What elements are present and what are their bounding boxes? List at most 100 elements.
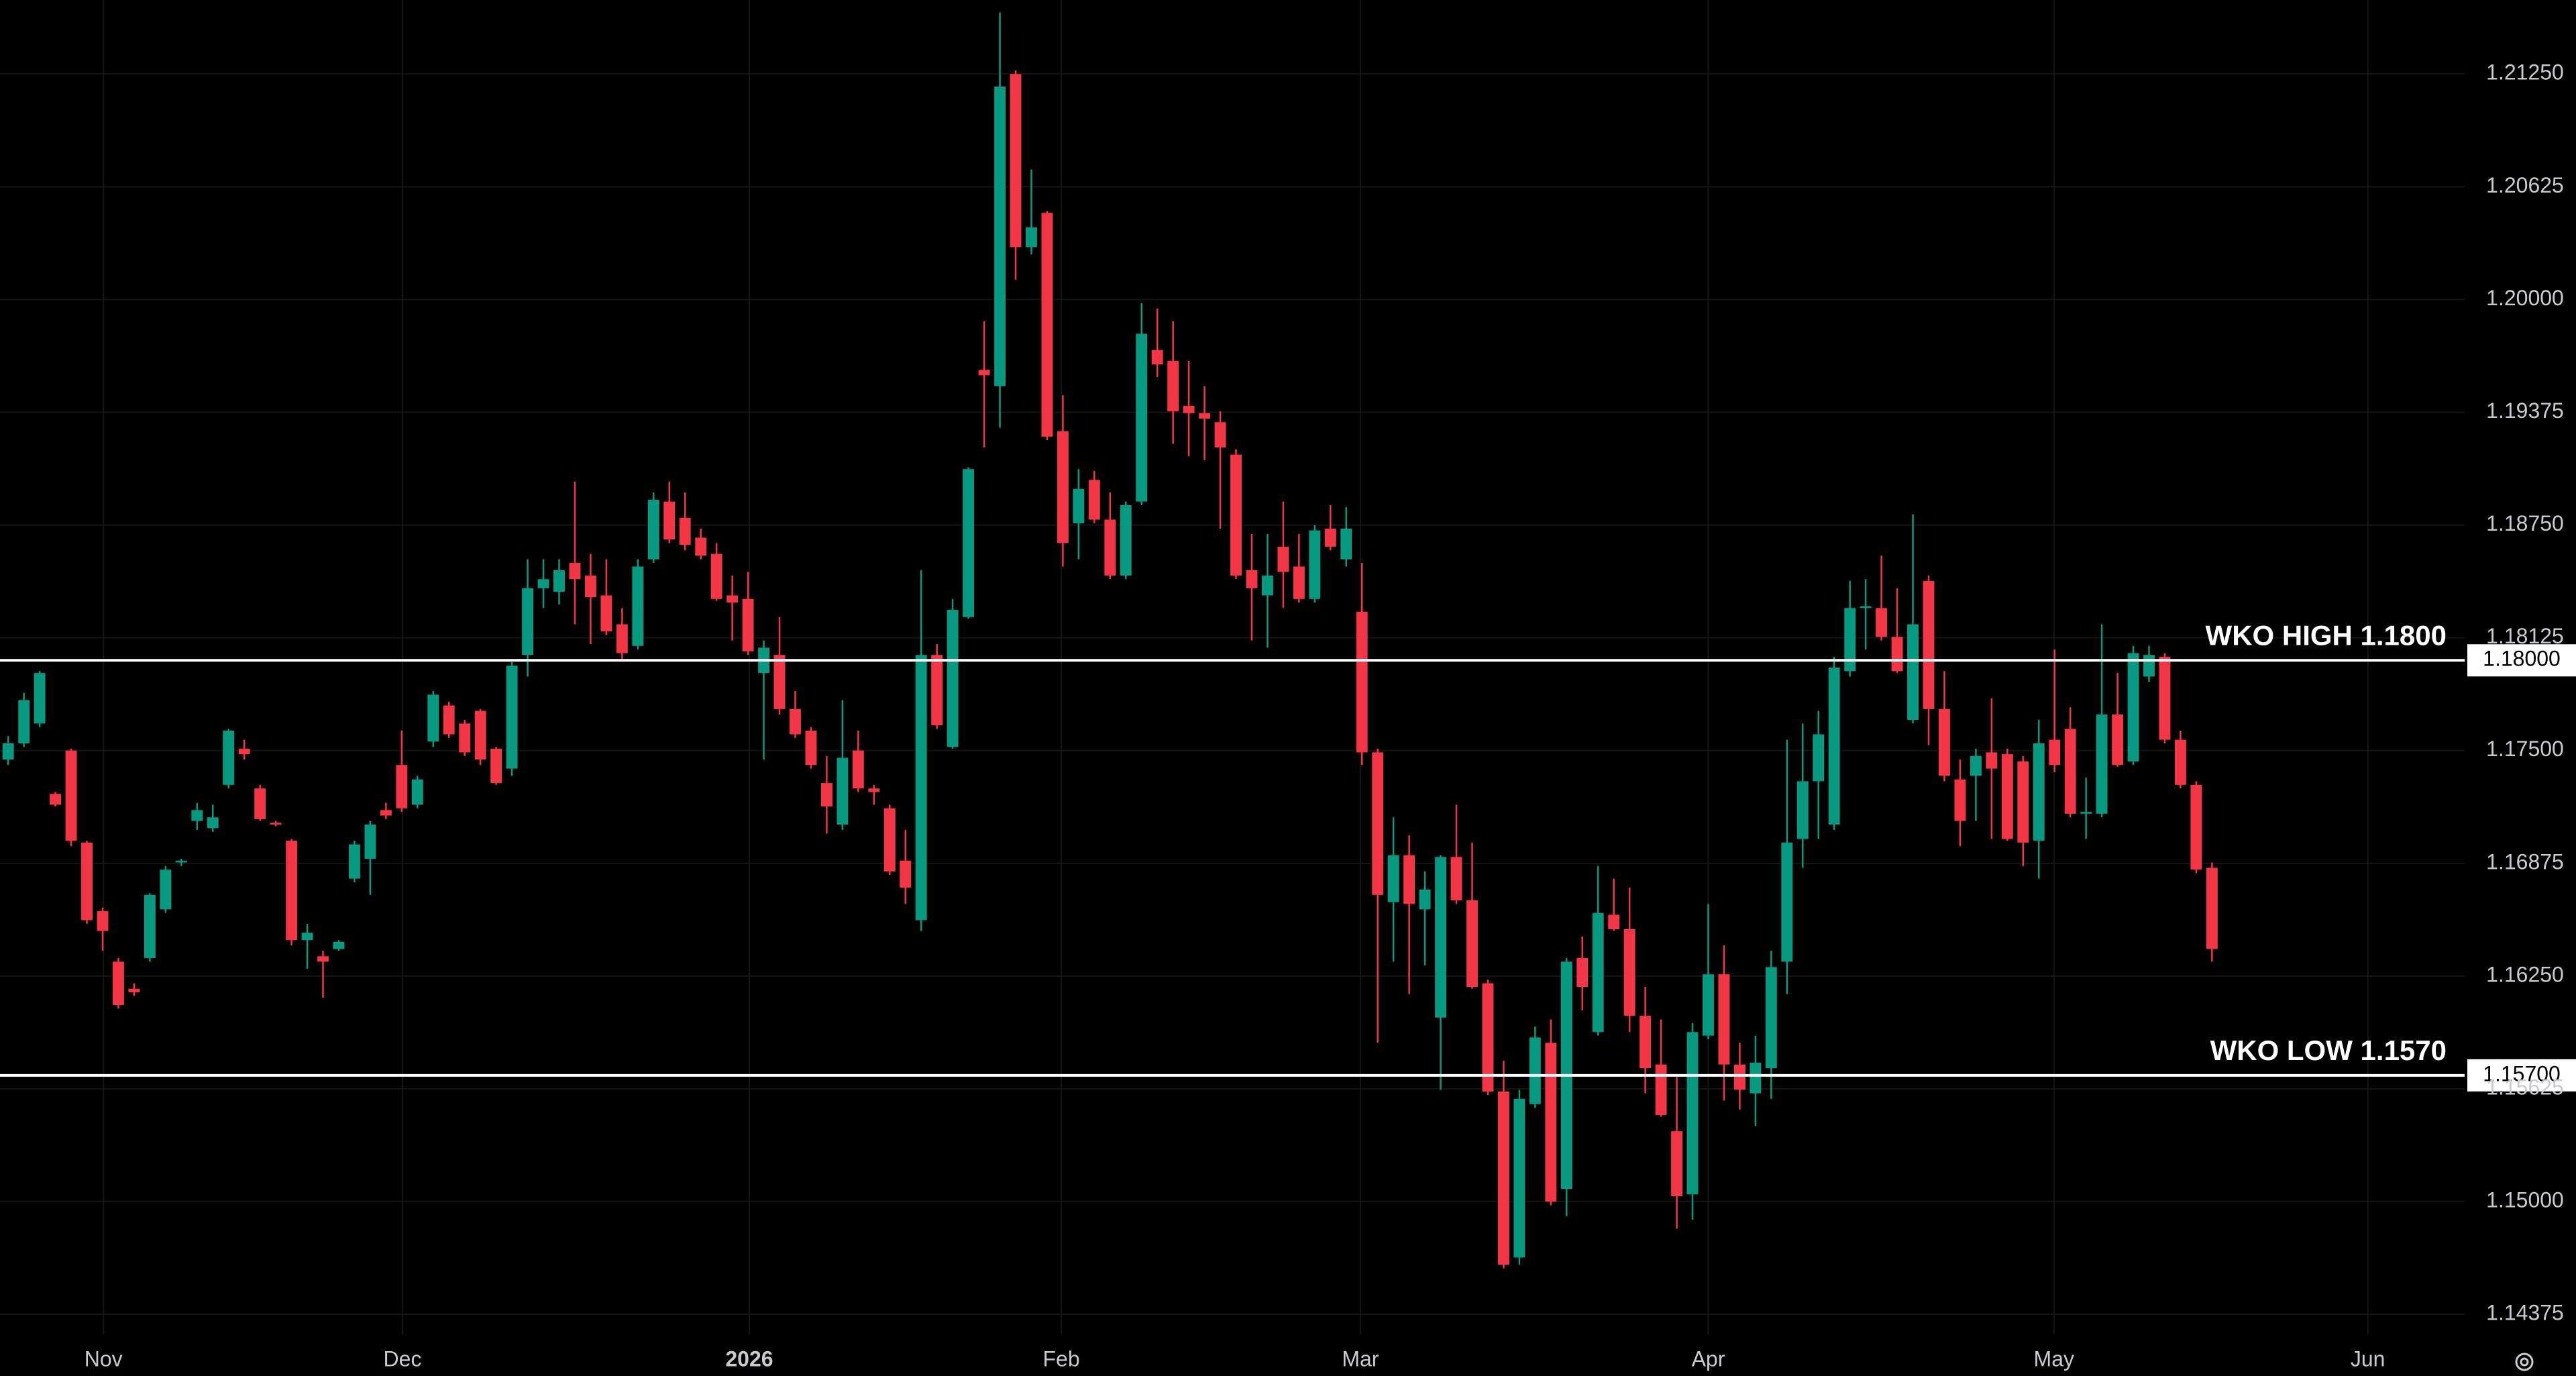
candle-body [616,624,628,653]
price-tag-label: 1.15700 [2483,1061,2561,1086]
settings-icon[interactable] [2515,1353,2534,1371]
candle-body [1435,857,1447,1018]
candle-body [270,823,282,825]
candle-body [1466,900,1478,988]
candle-body [1356,611,1368,753]
candle-body [1623,929,1635,1016]
candle-body [978,370,990,376]
candle-body [2112,714,2124,765]
candle-body [2080,812,2092,814]
candle-body [632,566,644,646]
candle-body [1686,1032,1699,1195]
candle-body [396,765,408,808]
x-tick-label: Mar [1342,1346,1379,1371]
y-tick-label: 1.20625 [2486,173,2564,197]
candle-body [1781,842,1793,962]
candle-body [1592,912,1604,1033]
candle-body [1860,606,1872,608]
candle-body [600,595,612,632]
axes: 1.14375 1.15000 1.15625 1.16250 1.16875 1.175… [85,60,2564,1371]
candle-body [97,911,109,931]
candle-body [160,869,172,910]
candle-body [1718,974,1730,1065]
x-tick-label: May [2034,1346,2074,1371]
candle-body [1387,855,1399,902]
candle-body [2,743,14,760]
candle-body [1844,608,1856,672]
candle-body [1199,413,1211,419]
candle-body [1513,1098,1525,1258]
candle-body [1041,213,1053,437]
candle-body [1403,855,1415,904]
grid [0,0,2465,1334]
candle-body [1324,528,1336,547]
level-label: WKO LOW 1.1570 [2210,1035,2447,1066]
y-tick-label: 1.14375 [2486,1301,2564,1325]
candle-body [1765,967,1777,1069]
candle-body [1026,227,1037,248]
candle-body [931,655,943,726]
candle-body [2001,754,2013,839]
candle-body [1828,668,1840,825]
y-tick-label: 1.15625 [2486,1075,2564,1099]
candle-body [2159,656,2171,740]
candle-body [348,844,360,879]
candle-body [947,609,959,747]
y-tick-label: 1.18125 [2486,624,2564,648]
candle-body [490,749,502,784]
levels: WKO HIGH 1.1800 1.18000 WKO LOW 1.1570 1.15… [0,619,2576,1092]
candle-body [1183,406,1195,413]
y-tick-label: 1.17500 [2486,737,2564,761]
candle-body [254,788,266,819]
candle-body [1529,1037,1541,1104]
candle-body [1703,974,1714,1036]
price-tag-label: 1.18000 [2483,647,2561,671]
icon-ring [2515,1353,2534,1371]
candle-body [81,842,93,920]
candle-body [144,894,156,959]
candle-body [18,700,30,743]
candle-body [333,941,345,949]
candle-body [1104,519,1116,576]
candle-body [1214,422,1226,447]
candle-body [2127,653,2139,761]
candle-body [2143,655,2155,677]
x-tick-label: Nov [85,1346,123,1371]
candle-body [727,595,739,603]
candle-body [1073,488,1085,523]
icon-core [2520,1357,2529,1367]
candle-body [2190,784,2202,870]
candle-body [994,87,1006,386]
x-tick-label: 2026 [725,1346,773,1371]
candle-body [915,655,927,920]
y-tick-label: 1.19375 [2486,399,2564,423]
candle-body [1608,914,1620,929]
candle-body [1246,570,1258,588]
candle-body [837,757,849,825]
candle-body [710,553,722,599]
candle-body [1986,752,1998,769]
candle-body [679,517,691,545]
candle-body [868,788,880,792]
candle-body [1954,779,1966,821]
candle-body [317,956,329,962]
candle-body [1309,530,1321,599]
candle-body [506,666,518,769]
candle-body [553,570,565,592]
candle-body [1545,1043,1557,1202]
candle-body [1750,1062,1762,1094]
candle-body [1230,454,1242,576]
candle-body [1796,781,1809,839]
candle-body [1497,1092,1509,1265]
candle-body [128,988,140,993]
y-tick-label: 1.18750 [2486,511,2564,535]
candle-body [663,501,676,540]
candle-body [175,860,187,863]
y-tick-label: 1.21250 [2486,60,2564,85]
candle-body [1167,360,1179,412]
candle-body [2206,867,2218,949]
candle-body [1151,350,1163,365]
candle-body [2017,761,2029,843]
candle-body [459,723,471,753]
